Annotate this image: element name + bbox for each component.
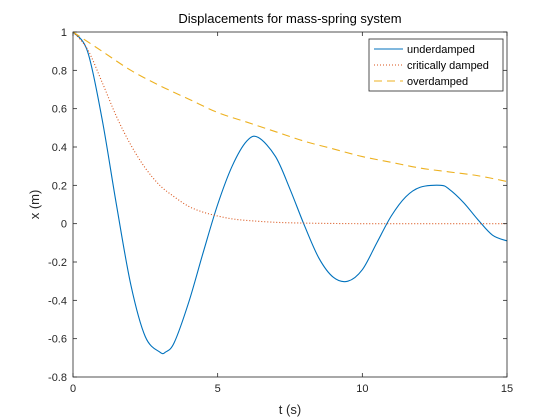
axes-box bbox=[72, 31, 508, 378]
legend: underdamped critically damped overdamped bbox=[368, 38, 504, 92]
series-line-underdamped bbox=[72, 31, 508, 355]
legend-entry-underdamped: underdamped bbox=[407, 44, 475, 56]
series-layer bbox=[72, 31, 508, 355]
y-tick-label: -0.2 bbox=[48, 257, 67, 269]
legend-entry-critically-damped: critically damped bbox=[407, 60, 489, 72]
legend-box bbox=[368, 38, 504, 92]
x-tick-label: 5 bbox=[215, 383, 221, 395]
series-line-critically-damped bbox=[72, 31, 507, 225]
x-tick-label: 0 bbox=[70, 383, 76, 395]
x-tick-label: 15 bbox=[501, 383, 513, 395]
series-line-overdamped bbox=[72, 31, 508, 183]
y-tick-label: 0.8 bbox=[52, 65, 67, 77]
y-tick-label: 0.2 bbox=[52, 180, 67, 192]
axes-layer bbox=[72, 31, 508, 378]
legend-entry-overdamped: overdamped bbox=[407, 76, 468, 88]
chart-title: Displacements for mass-spring system bbox=[178, 11, 401, 26]
y-tick-label: -0.8 bbox=[48, 372, 67, 384]
y-axis-label: x (m) bbox=[27, 190, 42, 220]
tick-layer: 0 5 10 15 -0.8 -0.6 -0.4 -0.2 0 0.2 0.4 0.6 0.8 1 bbox=[48, 27, 513, 395]
x-axis-label: t (s) bbox=[279, 402, 301, 417]
x-tick-label: 10 bbox=[356, 383, 368, 395]
y-tick-label: 0 bbox=[61, 219, 67, 231]
y-tick-label: -0.4 bbox=[48, 295, 67, 307]
y-tick-label: 1 bbox=[61, 27, 67, 39]
y-tick-label: 0.4 bbox=[52, 142, 67, 154]
y-tick-label: -0.6 bbox=[48, 334, 67, 346]
y-tick-label: 0.6 bbox=[52, 104, 67, 116]
